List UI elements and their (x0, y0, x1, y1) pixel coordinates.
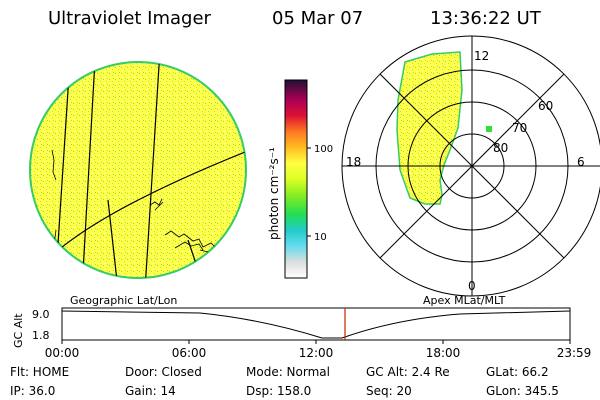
timeline-tick-label: 06:00 (172, 346, 207, 360)
meridian-line (81, 62, 96, 278)
time-label: 13:36:22 UT (430, 8, 542, 29)
meridian-line (144, 62, 161, 278)
dsp-status: Dsp: 158.0 (246, 384, 311, 398)
coastline (149, 198, 229, 264)
seq-status: Seq: 20 (366, 384, 412, 398)
timeline-tick-label: 23:59 (557, 346, 592, 360)
earth-disk (29, 61, 247, 279)
instrument-title: Ultraviolet Imager (48, 8, 212, 29)
lat-label-70: 70 (512, 121, 527, 135)
status-readouts: Flt: HOME Door: Closed Mode: Normal GC A… (10, 365, 559, 398)
apex-coords-label: Apex MLat/MLT (423, 294, 506, 307)
colorbar-unit-label: photon cm⁻²s⁻¹ (267, 147, 281, 240)
door-status: Door: Closed (125, 365, 202, 379)
glat-status: GLat: 66.2 (486, 365, 549, 379)
mlt-label-12: 12 (474, 49, 489, 63)
auroral-oval (396, 51, 463, 205)
colorbar-tick-10: 10 (314, 232, 327, 243)
timeline-ytick-top: 9.0 (32, 308, 50, 321)
altitude-curve (61, 310, 571, 339)
timeline-tick-label: 12:00 (299, 346, 334, 360)
mode-status: Mode: Normal (246, 365, 330, 379)
glon-status: GLon: 345.5 (486, 384, 559, 398)
geographic-coords-label: Geographic Lat/Lon (70, 294, 177, 307)
colorbar-tick-100: 100 (314, 144, 333, 155)
gain-status: Gain: 14 (125, 384, 176, 398)
mlt-label-18: 18 (346, 155, 361, 169)
colorbar-scale (284, 79, 308, 279)
timeline-ytick-bottom: 1.8 (32, 329, 50, 342)
date-label: 05 Mar 07 (272, 8, 363, 29)
timeline-axis-label: GC Alt (12, 313, 25, 348)
polar-plot: 12 0 18 6 60 70 80 (341, 35, 600, 297)
timeline-tick-label: 18:00 (426, 346, 461, 360)
gc-alt-status: GC Alt: 2.4 Re (366, 365, 450, 379)
altitude-timeline: GC Alt 9.0 1.8 00:00 06:00 12:00 18:00 2… (12, 307, 592, 360)
lat-label-80: 80 (493, 141, 508, 155)
mlt-label-6: 6 (577, 155, 585, 169)
lat-label-60: 60 (538, 99, 553, 113)
colorbar: 100 10 photon cm⁻²s⁻¹ (267, 79, 333, 279)
mlt-label-0: 0 (468, 279, 476, 293)
filter-status: Flt: HOME (10, 365, 69, 379)
earth-image-panel (29, 61, 247, 279)
mlt-diagonal (379, 73, 565, 259)
timeline-tick-label: 00:00 (45, 346, 80, 360)
ip-status: IP: 36.0 (10, 384, 55, 398)
bright-spot-marker (486, 126, 492, 132)
